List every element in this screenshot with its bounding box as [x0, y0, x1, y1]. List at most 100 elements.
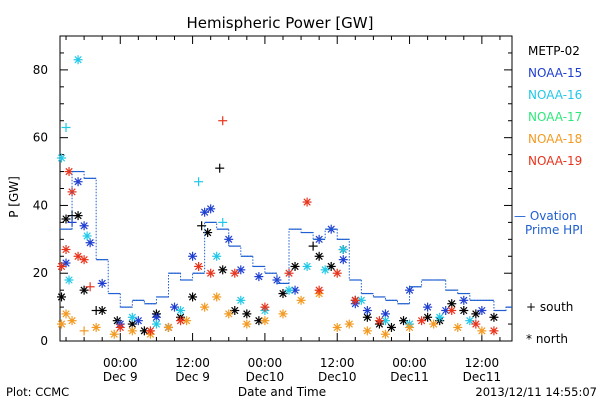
x-tick-time: 12:00: [175, 356, 210, 370]
marker-stroke: [261, 317, 269, 325]
data-point: [57, 153, 67, 163]
data-point: [79, 285, 89, 295]
data-point: [242, 309, 252, 319]
data-point: [417, 316, 427, 326]
data-point: [215, 163, 225, 173]
marker-stroke: [255, 272, 263, 281]
data-point: [61, 123, 71, 132]
data-point: [374, 316, 384, 326]
series-noaa-18: [57, 289, 487, 339]
marker-stroke: [74, 211, 82, 220]
marker-stroke: [231, 269, 239, 277]
legend-entry: Prime HPI: [525, 223, 583, 237]
x-tick-time: 12:00: [465, 356, 500, 370]
marker-stroke: [231, 306, 239, 315]
x-tick-time: 00:00: [248, 356, 283, 370]
data-point: [260, 302, 270, 312]
marker-stroke: [237, 296, 245, 304]
marker-stroke: [357, 296, 365, 304]
marker-stroke: [57, 154, 66, 162]
marker-stroke: [478, 306, 486, 315]
marker-stroke: [321, 266, 329, 274]
marker-stroke: [213, 252, 221, 260]
marker-stroke: [176, 306, 185, 315]
data-point: [296, 295, 306, 305]
marker-stroke: [315, 252, 323, 260]
marker-stroke: [225, 310, 233, 318]
y-tick-label: 60: [33, 131, 48, 145]
marker-stroke: [273, 276, 281, 284]
data-point: [85, 238, 95, 248]
marker-stroke: [80, 222, 88, 230]
series-noaa-16: [57, 55, 475, 329]
marker-stroke: [128, 320, 136, 328]
marker-stroke: [134, 317, 143, 325]
data-point: [194, 177, 204, 187]
data-point: [61, 258, 71, 268]
x-tick-date: Dec 9: [175, 370, 210, 384]
marker-stroke: [219, 266, 227, 274]
data-point: [82, 231, 92, 241]
data-point: [57, 319, 67, 329]
data-point: [405, 322, 415, 332]
x-tick-date: Dec11: [463, 370, 502, 384]
marker-stroke: [128, 327, 136, 335]
data-point: [302, 197, 312, 207]
marker-stroke: [237, 266, 245, 274]
data-point: [73, 55, 83, 65]
marker-stroke: [207, 205, 215, 213]
marker-stroke: [261, 303, 269, 311]
data-point: [423, 302, 433, 312]
data-point: [115, 322, 125, 332]
marker-stroke: [472, 320, 480, 328]
data-point: [459, 295, 469, 305]
marker-stroke: [74, 252, 82, 260]
marker-stroke: [243, 310, 251, 318]
data-point: [218, 217, 228, 227]
marker-stroke: [351, 296, 359, 304]
marker-stroke: [285, 286, 293, 294]
data-point: [236, 295, 246, 305]
marker-stroke: [98, 306, 106, 315]
marker-stroke: [57, 262, 66, 271]
marker-stroke: [152, 313, 161, 321]
marker-stroke: [405, 323, 414, 332]
x-tick-time: 12:00: [320, 356, 355, 370]
data-point: [57, 292, 67, 302]
x-axis-label: Date and Time: [238, 385, 326, 399]
marker-stroke: [381, 330, 390, 338]
marker-stroke: [68, 317, 76, 325]
data-point: [429, 319, 439, 329]
marker-stroke: [176, 317, 185, 325]
marker-stroke: [86, 239, 94, 247]
plot-timestamp: 2013/12/11 14:55:07: [475, 385, 597, 399]
marker-stroke: [291, 286, 299, 294]
legend-entry: — Ovation: [514, 209, 577, 223]
data-point: [344, 319, 354, 329]
series-noaa-19: [57, 116, 499, 336]
marker-stroke: [460, 296, 468, 304]
marker-stroke: [303, 262, 311, 271]
legend-entry: NOAA-19: [528, 154, 582, 168]
data-point: [260, 316, 270, 326]
data-point: [218, 116, 228, 126]
data-point: [163, 322, 173, 332]
data-point: [145, 326, 155, 336]
data-point: [399, 316, 409, 326]
x-tick-time: 00:00: [103, 356, 138, 370]
marker-stroke: [188, 293, 197, 301]
data-point: [182, 316, 192, 326]
marker-stroke: [333, 269, 341, 277]
data-point: [254, 272, 264, 282]
data-point: [218, 265, 228, 275]
data-point: [206, 204, 216, 214]
data-point: [206, 268, 216, 278]
data-point: [200, 302, 210, 312]
marker-stroke: [80, 286, 88, 294]
x-tick-date: Dec 9: [103, 370, 138, 384]
marker-stroke: [74, 56, 82, 64]
marker-stroke: [200, 208, 209, 216]
data-point: [447, 306, 457, 315]
marker-stroke: [194, 262, 203, 271]
data-point: [338, 255, 348, 265]
